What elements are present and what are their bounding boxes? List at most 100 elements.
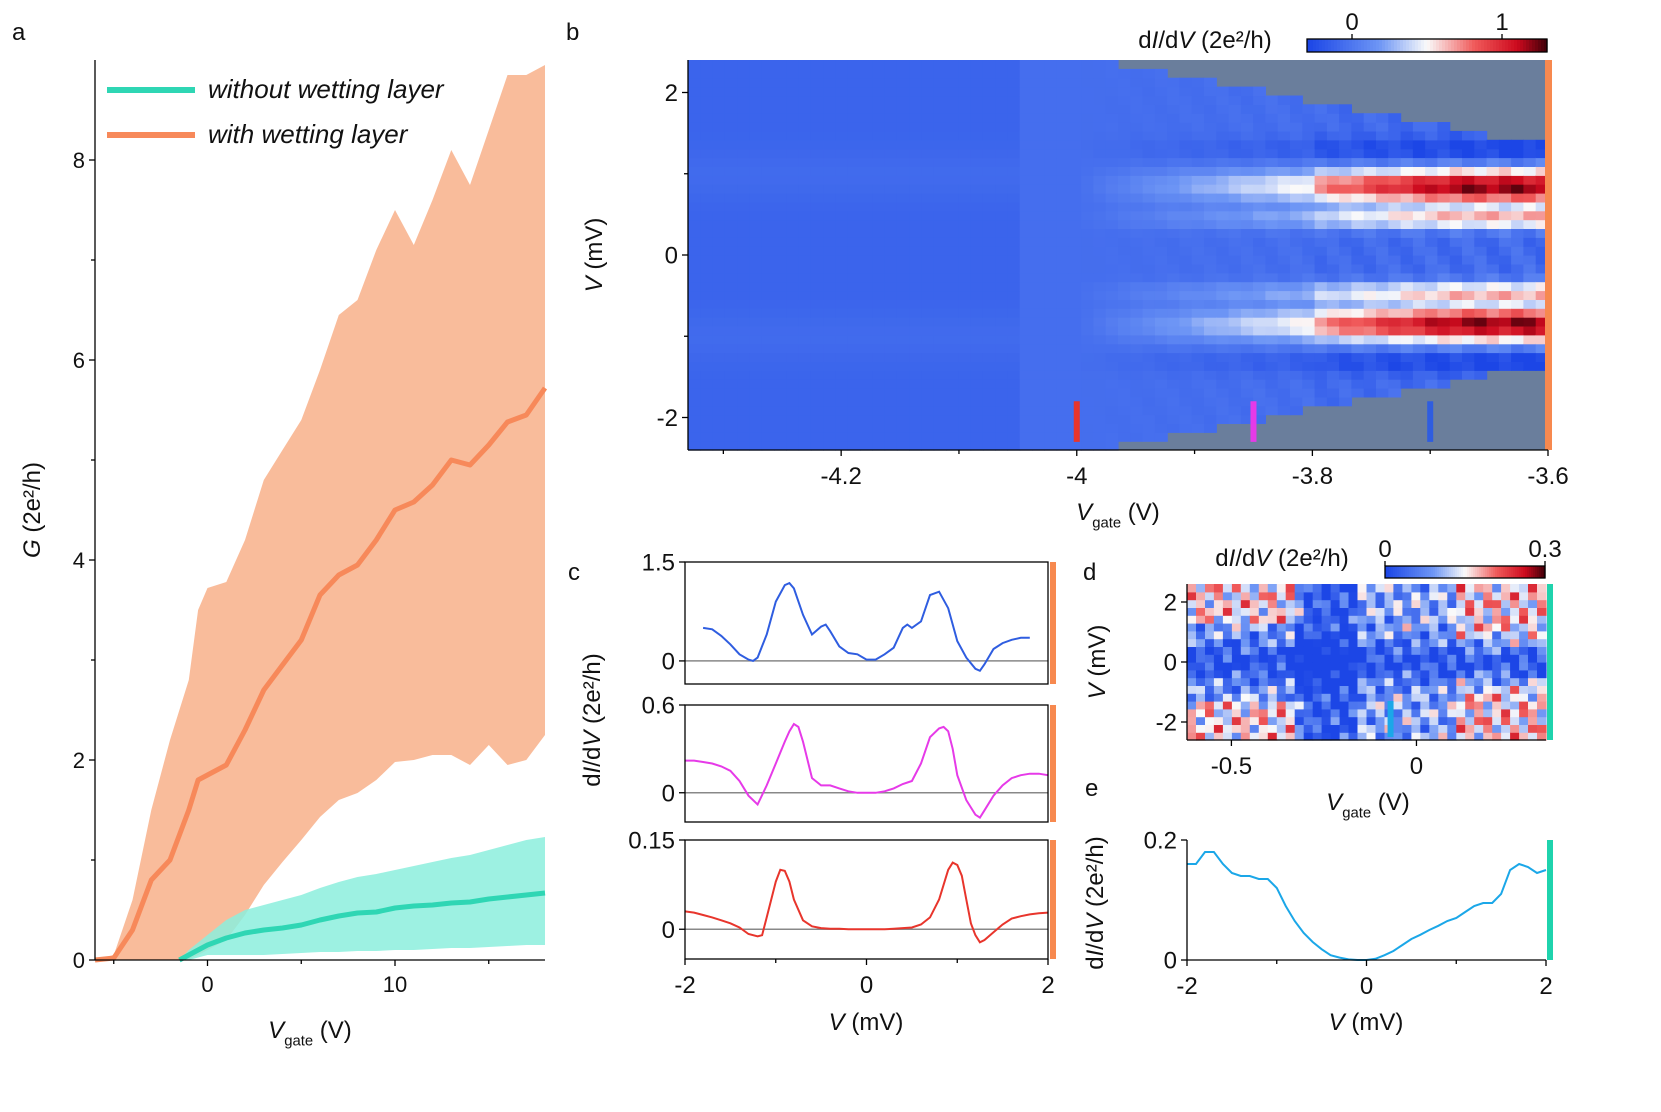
heatmap-cell: [1523, 272, 1537, 283]
heatmap-cell: [1483, 693, 1493, 702]
d-x-tick-label: 0: [1410, 753, 1423, 780]
heatmap-cell: [835, 237, 849, 247]
heatmap-cell: [724, 388, 738, 398]
heatmap-cell: [1105, 193, 1119, 203]
heatmap-cell: [1314, 130, 1328, 141]
heatmap-cell: [921, 68, 935, 79]
heatmap-cell: [1240, 237, 1254, 247]
heatmap-cell: [909, 263, 922, 274]
d-colorbar-segment: [1425, 566, 1428, 578]
heatmap-cell: [1154, 184, 1168, 194]
d-colorbar-segment: [1485, 566, 1488, 578]
heatmap-cell: [1142, 157, 1156, 167]
heatmap-cell: [1402, 685, 1412, 694]
heatmap-cell: [1535, 210, 1549, 221]
heatmap-cell: [1462, 370, 1475, 380]
heatmap-cell: [1400, 175, 1414, 185]
heatmap-cell: [1294, 708, 1305, 718]
heatmap-cell: [1044, 228, 1058, 238]
heatmap-cell: [1265, 290, 1279, 300]
heatmap-cell: [1303, 708, 1314, 718]
heatmap-cell: [946, 201, 959, 212]
heatmap-cell: [761, 68, 775, 79]
heatmap-cell: [1537, 701, 1547, 710]
heatmap-cell: [1204, 343, 1217, 354]
heatmap-cell: [1277, 157, 1291, 167]
heatmap-cell: [1130, 246, 1144, 256]
heatmap-cell: [1154, 237, 1168, 247]
heatmap-cell: [1348, 724, 1359, 733]
heatmap-cell: [1420, 677, 1430, 686]
heatmap-cell: [1228, 246, 1242, 256]
heatmap-cell: [1213, 591, 1224, 601]
heatmap-cell: [933, 86, 947, 97]
heatmap-cell: [872, 219, 886, 229]
heatmap-cell: [1339, 184, 1352, 194]
heatmap-cell: [1187, 685, 1197, 694]
heatmap-cell: [798, 414, 812, 424]
heatmap-cell: [970, 77, 984, 88]
panel-c-edge-bar: [1050, 840, 1056, 959]
heatmap-cell: [982, 148, 996, 159]
heatmap-cell: [1523, 325, 1537, 336]
heatmap-cell: [872, 184, 886, 194]
heatmap-cell: [1393, 654, 1403, 663]
heatmap-cell: [1118, 193, 1131, 203]
heatmap-cell: [1537, 677, 1547, 686]
b-colorbar-segment: [1532, 39, 1536, 52]
heatmap-cell: [896, 77, 910, 88]
heatmap-cell: [1290, 299, 1303, 309]
heatmap-cell: [909, 60, 922, 70]
heatmap-cell: [1167, 148, 1180, 159]
heatmap-cell: [1375, 591, 1386, 601]
heatmap-cell: [1393, 708, 1403, 718]
heatmap-cell: [1302, 388, 1316, 398]
heatmap-cell: [1290, 325, 1303, 336]
heatmap-cell: [1019, 122, 1033, 132]
heatmap-cell: [1216, 201, 1230, 212]
heatmap-cell: [1191, 166, 1205, 176]
heatmap-cell: [1240, 113, 1254, 123]
heatmap-cell: [1321, 615, 1332, 624]
heatmap-cell: [1154, 77, 1168, 88]
heatmap-cell: [1437, 219, 1451, 229]
heatmap-cell: [995, 352, 1008, 362]
heatmap-cell: [1447, 638, 1457, 647]
heatmap-cell: [1154, 246, 1168, 256]
heatmap-cell: [896, 139, 910, 150]
d-colorbar-segment: [1413, 566, 1416, 578]
heatmap-cell: [688, 281, 701, 292]
heatmap-cell: [700, 86, 714, 97]
heatmap-cell: [872, 255, 886, 265]
heatmap-cell: [1486, 272, 1500, 283]
heatmap-cell: [1222, 724, 1233, 733]
heatmap-cell: [946, 122, 959, 132]
heatmap-cell: [1519, 724, 1529, 733]
heatmap-cell: [1351, 184, 1365, 194]
heatmap-cell: [847, 157, 861, 167]
heatmap-cell: [1511, 281, 1524, 292]
heatmap-cell: [1253, 361, 1266, 371]
heatmap-cell: [1528, 607, 1538, 616]
heatmap-cell: [1400, 255, 1414, 265]
heatmap-cell: [1213, 716, 1224, 725]
heatmap-cell: [737, 122, 750, 132]
heatmap-cell: [1393, 591, 1403, 601]
heatmap-cell: [1330, 693, 1341, 702]
heatmap-cell: [737, 139, 750, 150]
heatmap-cell: [1411, 662, 1421, 671]
heatmap-cell: [1363, 361, 1377, 371]
heatmap-cell: [688, 370, 701, 380]
heatmap-cell: [1154, 281, 1168, 292]
heatmap-cell: [1486, 237, 1500, 247]
heatmap-cell: [995, 219, 1008, 229]
heatmap-cell: [1388, 122, 1402, 132]
heatmap-cell: [700, 396, 714, 407]
heatmap-cell: [823, 60, 836, 70]
heatmap-cell: [1265, 370, 1279, 380]
heatmap-cell: [1498, 263, 1512, 274]
heatmap-cell: [1528, 716, 1538, 725]
heatmap-cell: [1216, 325, 1230, 336]
heatmap-cell: [774, 255, 787, 265]
heatmap-cell: [823, 95, 836, 105]
